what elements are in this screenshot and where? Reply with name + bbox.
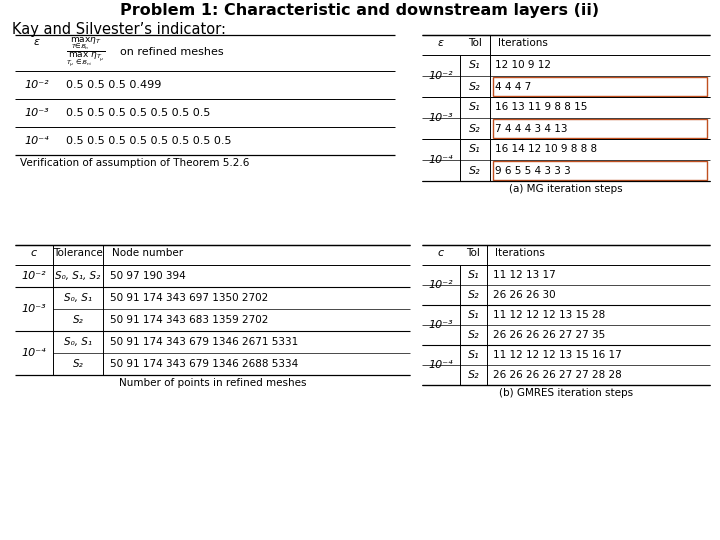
Text: S₀, S₁, S₂: S₀, S₁, S₂ (55, 271, 101, 281)
Text: Tol: Tol (468, 38, 482, 48)
Text: ε: ε (438, 38, 444, 48)
Text: 26 26 26 30: 26 26 26 30 (493, 290, 556, 300)
Text: S₂: S₂ (469, 165, 481, 176)
Text: 10⁻³: 10⁻³ (22, 304, 46, 314)
Text: Kay and Silvester’s indicator:: Kay and Silvester’s indicator: (12, 22, 226, 37)
Text: 10⁻²: 10⁻² (22, 271, 46, 281)
Text: 10⁻²: 10⁻² (428, 71, 454, 81)
Text: 10⁻³: 10⁻³ (24, 108, 49, 118)
Text: 11 12 12 12 13 15 16 17: 11 12 12 12 13 15 16 17 (493, 350, 622, 360)
Text: on refined meshes: on refined meshes (120, 47, 224, 57)
Text: 50 97 190 394: 50 97 190 394 (110, 271, 186, 281)
Text: S₀, S₁: S₀, S₁ (64, 337, 92, 347)
Text: Tolerance: Tolerance (53, 248, 103, 258)
Text: c: c (438, 248, 444, 258)
Text: Verification of assumption of Theorem 5.2.6: Verification of assumption of Theorem 5.… (20, 158, 249, 168)
Text: Number of points in refined meshes: Number of points in refined meshes (119, 378, 306, 388)
Text: 0.5 0.5 0.5 0.5 0.5 0.5 0.5: 0.5 0.5 0.5 0.5 0.5 0.5 0.5 (66, 108, 210, 118)
Text: 16 14 12 10 9 8 8 8: 16 14 12 10 9 8 8 8 (495, 145, 597, 154)
Text: 12 10 9 12: 12 10 9 12 (495, 60, 551, 71)
Text: 10⁻²: 10⁻² (428, 280, 454, 290)
Text: 11 12 12 12 13 15 28: 11 12 12 12 13 15 28 (493, 310, 606, 320)
Text: 10⁻⁴: 10⁻⁴ (22, 348, 46, 358)
Text: 7 4 4 4 3 4 13: 7 4 4 4 3 4 13 (495, 124, 567, 133)
Text: 50 91 174 343 679 1346 2688 5334: 50 91 174 343 679 1346 2688 5334 (110, 359, 298, 369)
Text: 10⁻⁴: 10⁻⁴ (24, 136, 49, 146)
Text: 26 26 26 26 27 27 28 28: 26 26 26 26 27 27 28 28 (493, 370, 622, 380)
Text: 16 13 11 9 8 8 15: 16 13 11 9 8 8 15 (495, 103, 588, 112)
Text: S₂: S₂ (469, 82, 481, 91)
Text: S₁: S₁ (469, 145, 481, 154)
Text: S₀, S₁: S₀, S₁ (64, 293, 92, 303)
Text: ε: ε (34, 37, 40, 47)
Text: 50 91 174 343 683 1359 2702: 50 91 174 343 683 1359 2702 (110, 315, 269, 325)
Text: Tol: Tol (467, 248, 480, 258)
Text: S₁: S₁ (468, 270, 480, 280)
Text: 4 4 4 7: 4 4 4 7 (495, 82, 531, 91)
Text: Iterations: Iterations (498, 38, 548, 48)
Text: 0.5 0.5 0.5 0.499: 0.5 0.5 0.5 0.499 (66, 80, 161, 90)
Text: 26 26 26 26 27 27 35: 26 26 26 26 27 27 35 (493, 330, 606, 340)
Text: 10⁻²: 10⁻² (24, 80, 49, 90)
Text: 0.5 0.5 0.5 0.5 0.5 0.5 0.5 0.5: 0.5 0.5 0.5 0.5 0.5 0.5 0.5 0.5 (66, 136, 232, 146)
Text: (b) GMRES iteration steps: (b) GMRES iteration steps (499, 388, 633, 398)
Text: S₂: S₂ (469, 124, 481, 133)
Bar (493, 119, 707, 138)
Text: 50 91 174 343 679 1346 2671 5331: 50 91 174 343 679 1346 2671 5331 (110, 337, 298, 347)
Text: 10⁻³: 10⁻³ (428, 320, 454, 330)
Text: S₁: S₁ (468, 350, 480, 360)
Text: 50 91 174 343 697 1350 2702: 50 91 174 343 697 1350 2702 (110, 293, 269, 303)
Bar (493, 161, 707, 180)
Text: S₂: S₂ (73, 359, 84, 369)
Text: $\dfrac{\max_{T \in \mathcal{B}_n} \eta_T}{\max_{T_\mu \in \mathcal{B}_{n_i}} \e: $\dfrac{\max_{T \in \mathcal{B}_n} \eta_… (66, 36, 105, 69)
Text: S₂: S₂ (468, 330, 480, 340)
Text: 10⁻⁴: 10⁻⁴ (428, 360, 454, 370)
Text: S₂: S₂ (468, 370, 480, 380)
Text: 10⁻³: 10⁻³ (428, 113, 454, 123)
Text: S₁: S₁ (469, 60, 481, 71)
Bar (493, 77, 707, 96)
Text: S₁: S₁ (468, 310, 480, 320)
Text: S₂: S₂ (468, 290, 480, 300)
Text: (a) MG iteration steps: (a) MG iteration steps (509, 184, 623, 194)
Text: S₂: S₂ (73, 315, 84, 325)
Text: c: c (31, 248, 37, 258)
Text: Iterations: Iterations (495, 248, 545, 258)
Text: 9 6 5 5 4 3 3 3: 9 6 5 5 4 3 3 3 (495, 165, 571, 176)
Text: 10⁻⁴: 10⁻⁴ (428, 155, 454, 165)
Text: S₁: S₁ (469, 103, 481, 112)
Text: 11 12 13 17: 11 12 13 17 (493, 270, 556, 280)
Text: Problem 1: Characteristic and downstream layers (ii): Problem 1: Characteristic and downstream… (120, 3, 600, 18)
Text: Node number: Node number (112, 248, 183, 258)
